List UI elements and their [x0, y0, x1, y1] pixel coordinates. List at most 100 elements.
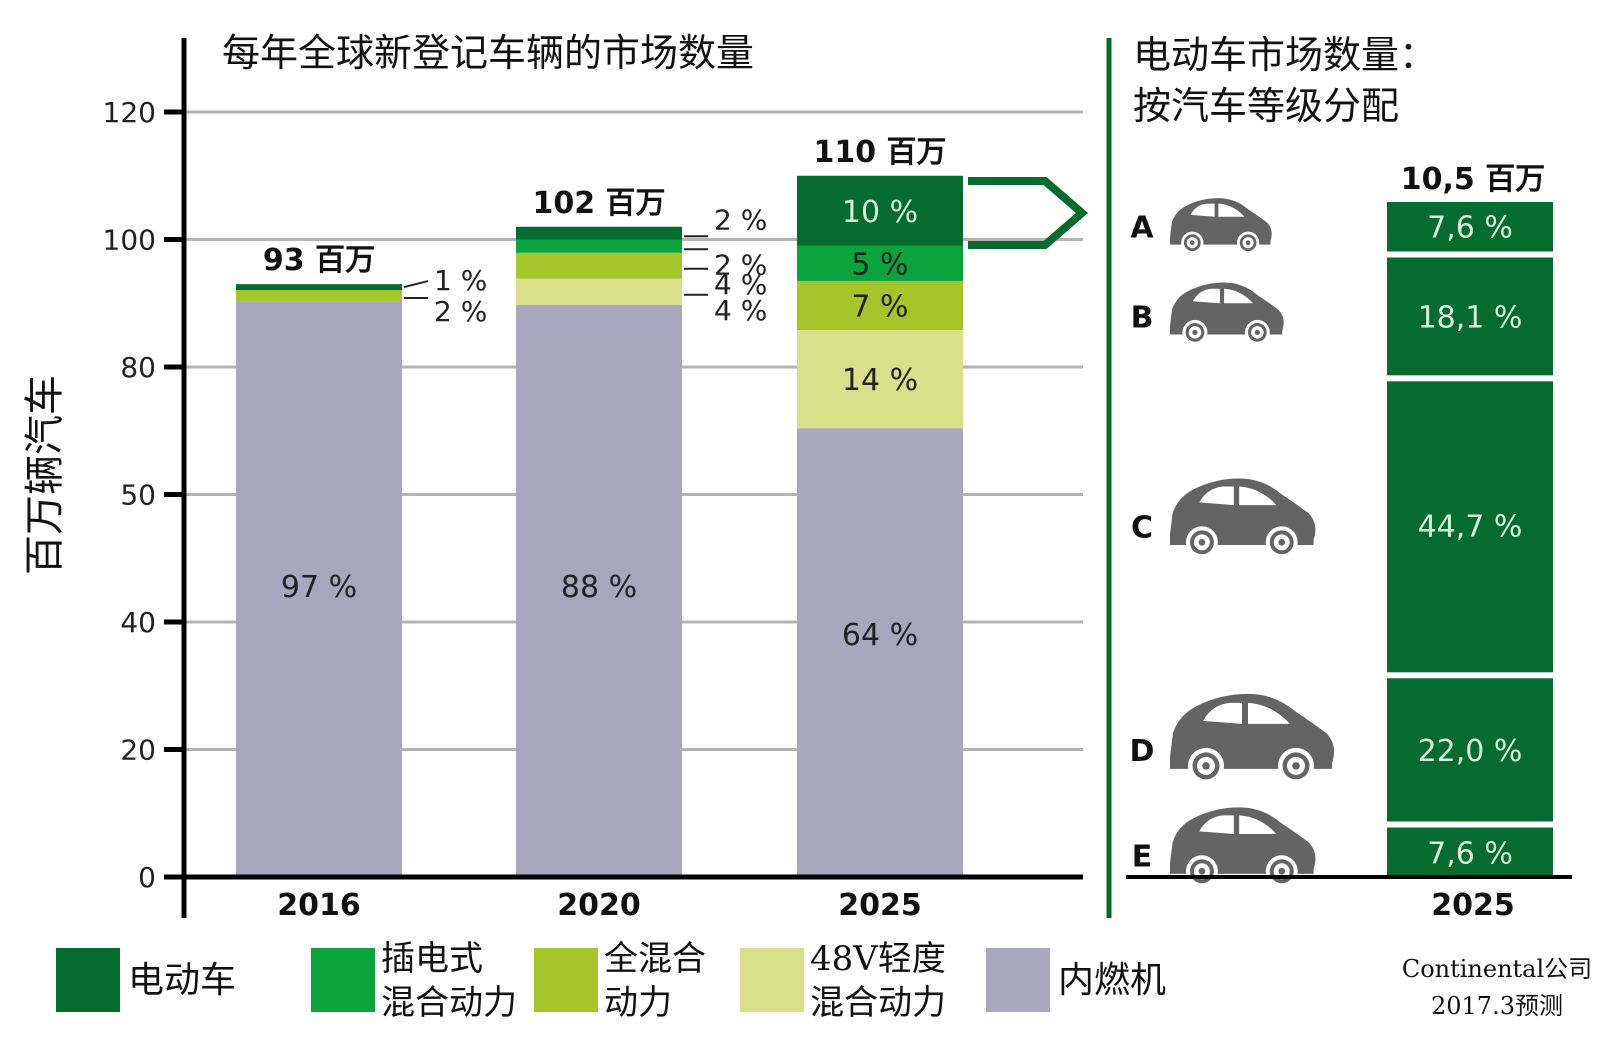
- bar-segment-ev: [236, 284, 402, 291]
- legend-item: 电动车: [56, 948, 236, 1012]
- car-hub-icon: [1254, 329, 1260, 335]
- y-axis-label: 百万辆汽车: [22, 375, 68, 575]
- bar-segment-label: 2 %: [714, 203, 767, 236]
- legend-label: 48V轻度: [810, 939, 946, 979]
- class-row-B: 18,1 % B: [1131, 257, 1553, 376]
- class-bar-segment: [1387, 678, 1553, 822]
- car-window-icon: [1199, 815, 1234, 835]
- legend-label: 内燃机: [1058, 960, 1166, 1001]
- bar-segment-label: 88 %: [561, 570, 637, 605]
- legend-swatch: [311, 948, 375, 1012]
- x-tick-label: 2020: [557, 888, 641, 923]
- car-window-icon: [1192, 288, 1220, 304]
- class-row-D: 22,0 % D: [1130, 678, 1553, 822]
- connector-arrow-icon: [968, 177, 1089, 249]
- bar-segment-phev: [797, 245, 963, 281]
- car-icon: [1170, 478, 1316, 559]
- legend-swatch: [740, 948, 804, 1012]
- axes: [178, 38, 1083, 918]
- x-tick-label: 2016: [277, 888, 361, 923]
- car-window-icon: [1239, 815, 1277, 835]
- bar-segment-label: 4 %: [714, 294, 767, 327]
- class-bar-segment: [1387, 827, 1553, 877]
- car-window-icon: [1203, 702, 1242, 724]
- car-hub-icon: [1202, 762, 1210, 770]
- class-letter: A: [1130, 211, 1154, 246]
- bar-segment-full: [236, 290, 402, 302]
- car-hub-icon: [1292, 762, 1300, 770]
- class-bar-segment: [1387, 202, 1553, 252]
- right-total-label: 10,5 百万: [1401, 162, 1545, 197]
- car-window-icon: [1199, 486, 1234, 506]
- y-tick-label: 20: [120, 734, 156, 767]
- car-window-icon: [1218, 203, 1245, 217]
- bar-segment-label: 10 %: [842, 195, 918, 230]
- bar-segment-label: 1 %: [434, 264, 487, 297]
- y-tick-label: 100: [103, 224, 156, 257]
- class-bar-segment: [1387, 381, 1553, 673]
- bar-segment-label: 2 %: [714, 248, 767, 281]
- class-percent-label: 7,6 %: [1427, 836, 1513, 871]
- car-icon: [1170, 693, 1334, 784]
- class-percent-label: 7,6 %: [1427, 211, 1513, 246]
- x-tick-labels: 2016 2020 2025: [277, 888, 922, 923]
- class-percent-label: 18,1 %: [1418, 300, 1523, 335]
- class-percent-label: 22,0 %: [1418, 734, 1523, 769]
- right-x-tick-label: 2025: [1431, 888, 1515, 923]
- bar-segment-label: 4 %: [714, 268, 767, 301]
- class-letter: E: [1132, 839, 1153, 874]
- left-chart-title: 每年全球新登记车辆的市场数量: [222, 31, 754, 75]
- car-window-icon: [1224, 288, 1254, 304]
- x-tick-label: 2025: [838, 888, 922, 923]
- ev-class-breakdown: 7,6 % A 18,1 % B 44,7 % C 22,0 % D 7,6 % E: [1130, 198, 1553, 888]
- car-window-icon: [1248, 702, 1290, 724]
- right-chart-title-line2: 按汽车等级分配: [1133, 84, 1399, 128]
- bar-segment-mild: [797, 330, 963, 429]
- bar-segment-label: 7 %: [851, 289, 908, 324]
- class-letter: D: [1130, 734, 1155, 769]
- bar-segment-label: 64 %: [842, 618, 918, 653]
- bar-segment-label: 2 %: [434, 295, 487, 328]
- bar-segment-phev: [516, 239, 682, 253]
- bar-stack-2016: 93 百万 97 % 2 %1 %: [236, 243, 487, 877]
- bar-segment-full: [797, 280, 963, 331]
- bar-total-label: 110 百万: [813, 135, 946, 170]
- bar-segment-label: 5 %: [851, 247, 908, 282]
- bar-segment-ice: [236, 301, 402, 877]
- leader-line: [403, 280, 429, 289]
- class-letter: B: [1131, 300, 1154, 335]
- car-hub-icon: [1192, 329, 1198, 335]
- class-row-C: 44,7 % C: [1131, 381, 1553, 673]
- bar-total-label: 102 百万: [532, 186, 665, 221]
- bar-segment-ev: [516, 226, 682, 240]
- bar-segment-full: [516, 252, 682, 279]
- car-hub-icon: [1189, 240, 1195, 246]
- bar-segment-ev: [797, 175, 963, 246]
- source-line1: Continental公司: [1402, 955, 1592, 983]
- bar-segment-ice: [516, 304, 682, 877]
- class-bar-segment: [1387, 257, 1553, 376]
- legend-swatch: [534, 948, 598, 1012]
- bar-segment-ice: [797, 428, 963, 877]
- car-icon: [1170, 282, 1284, 345]
- y-tick-label: 40: [120, 606, 156, 639]
- y-tick-label: 80: [120, 351, 156, 384]
- y-tick-label: 0: [138, 861, 156, 894]
- car-window-icon: [1239, 486, 1277, 506]
- bar-stack-2025: 110 百万 64 % 14 % 7 % 5 % 10 %: [797, 135, 963, 877]
- car-hub-icon: [1278, 538, 1286, 546]
- legend-label: 插电式: [381, 939, 483, 979]
- legend-label: 混合动力: [810, 983, 946, 1023]
- legend-swatch: [986, 948, 1050, 1012]
- car-hub-icon: [1198, 867, 1206, 875]
- class-percent-label: 44,7 %: [1418, 509, 1523, 544]
- class-row-A: 7,6 % A: [1130, 198, 1553, 254]
- bar-total-label: 93 百万: [263, 243, 375, 278]
